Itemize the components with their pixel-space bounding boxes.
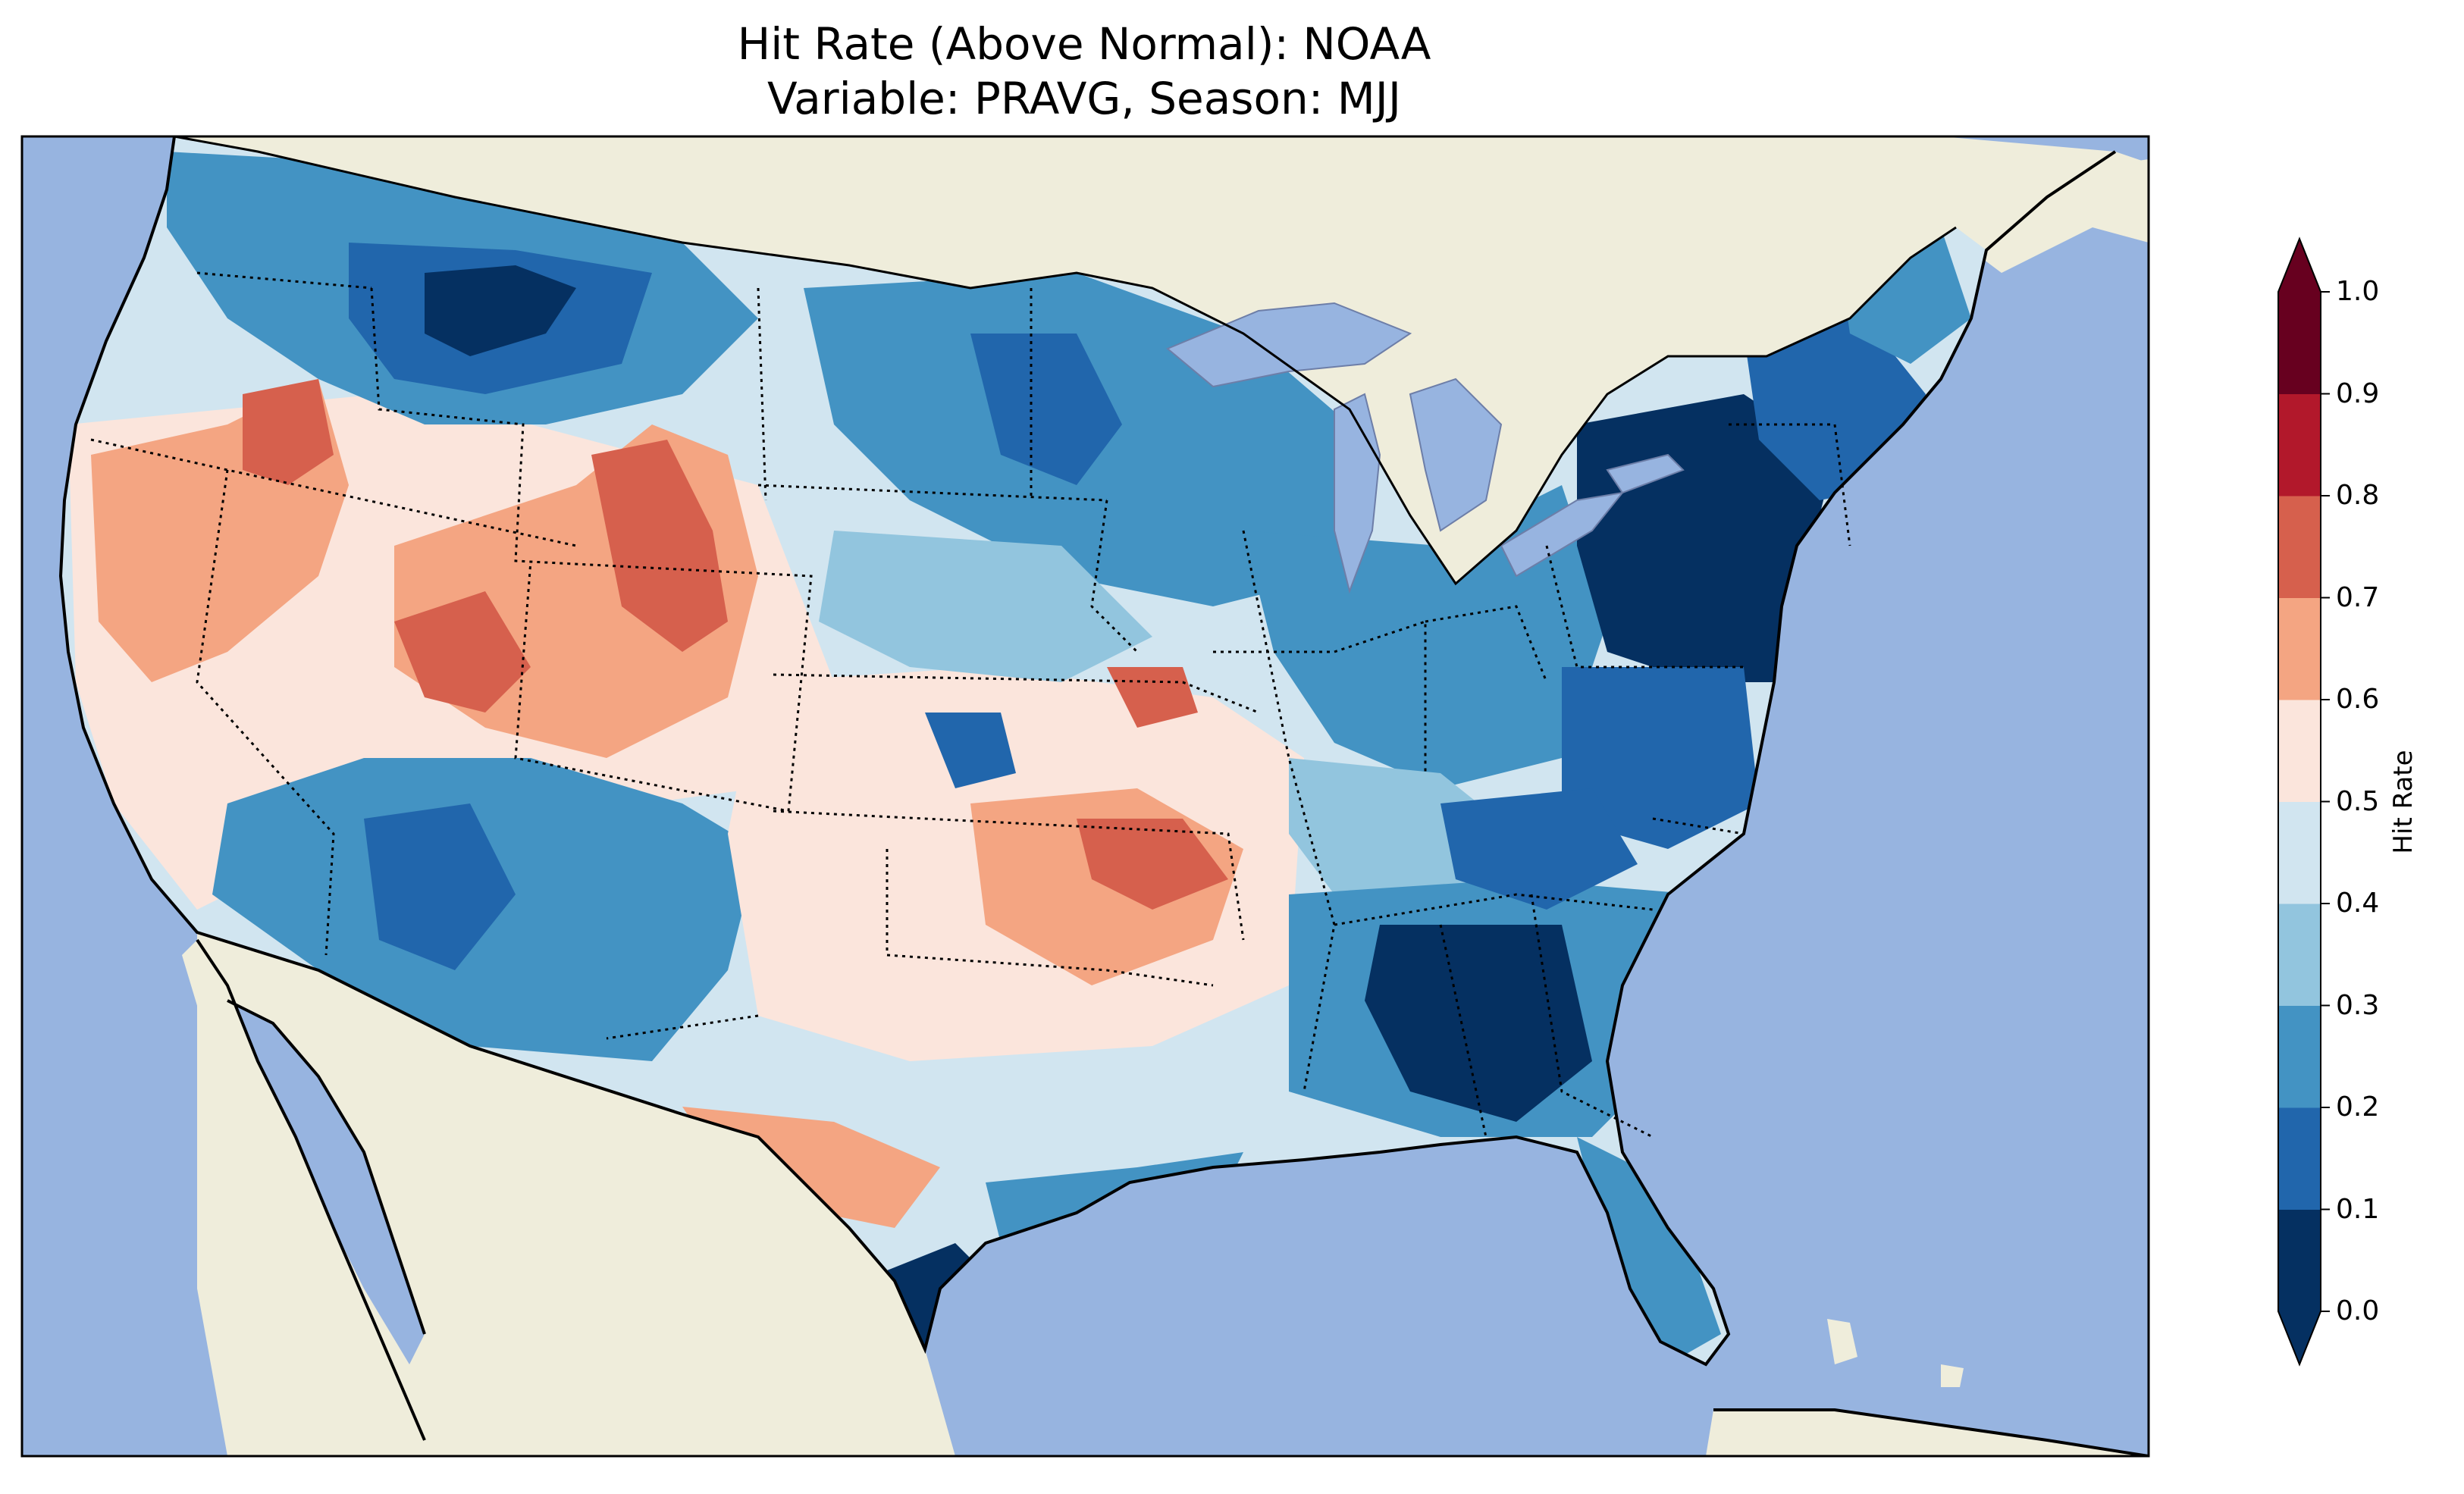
colorbar-extend-min <box>2278 1311 2321 1364</box>
colorbar-bin-0.1-0.2 <box>2278 1107 2321 1210</box>
colorbar-bin-0.5-0.6 <box>2278 700 2321 802</box>
baja-peninsula <box>182 940 425 1456</box>
colorbar-tick-label: 1.0 <box>2336 276 2380 307</box>
colorbar-extend-max <box>2278 239 2321 292</box>
colorbar-bin-0.2-0.3 <box>2278 1005 2321 1108</box>
region-montana-cold <box>425 265 576 356</box>
colorbar-bin-0.3-0.4 <box>2278 904 2321 1006</box>
colorbar-bin-0.7-0.8 <box>2278 496 2321 598</box>
lake-erie <box>1500 491 1625 578</box>
region-georgia-cold <box>1365 925 1592 1122</box>
colorbar-tick-label: 0.2 <box>2336 1092 2380 1123</box>
colorbar-label: Hit Rate <box>2388 749 2419 854</box>
great-lakes <box>1166 302 1685 594</box>
region-florida-cool <box>1577 1137 1721 1364</box>
cuba-island <box>1706 1410 2149 1456</box>
region-nebraska-cool <box>819 531 1152 682</box>
colorbar-tick-label: 0.7 <box>2336 581 2380 613</box>
region-utah-hot <box>591 440 728 652</box>
colorbar-tick-label: 0.6 <box>2336 684 2380 715</box>
colorbar-bin-0.8-0.9 <box>2278 393 2321 496</box>
lake-huron <box>1409 377 1503 532</box>
colorbar-bin-0.0-0.1 <box>2278 1209 2321 1312</box>
colorbar-bin-0.6-0.7 <box>2278 597 2321 700</box>
cuba-coastline <box>1713 1408 2149 1456</box>
chart-subtitle: Variable: PRAVG, Season: MJJ <box>767 73 1401 124</box>
lake-superior <box>1166 302 1412 388</box>
chart-title: Hit Rate (Above Normal): NOAA <box>737 18 1431 70</box>
map-frame <box>20 135 2150 1458</box>
colorbar-bin-0.4-0.5 <box>2278 801 2321 904</box>
bahamas-islands <box>1827 1319 1964 1387</box>
hitrate-heatmap <box>68 152 1971 1364</box>
region-virginia-cool <box>1562 667 1759 849</box>
lake-ontario <box>1606 453 1685 494</box>
region-great-basin-hot <box>394 591 531 713</box>
colorbar-tick-label: 0.9 <box>2336 377 2380 409</box>
colorbar-tick-label: 0.5 <box>2336 785 2380 817</box>
region-kansas-cold <box>925 713 1016 788</box>
canada-landmass <box>174 136 2149 584</box>
us-canada-border <box>174 136 1957 586</box>
region-oklahoma-hot <box>1077 819 1228 910</box>
colorbar-bin-0.9-1.0 <box>2278 292 2321 394</box>
region-minnesota-cold <box>970 334 1122 485</box>
gulf-of-california <box>227 1001 425 1364</box>
colorbar <box>2277 236 2330 1367</box>
colorbar-tick-label: 0.0 <box>2336 1295 2380 1326</box>
colorbar-tick-label: 0.1 <box>2336 1193 2380 1225</box>
state-borders <box>90 271 1851 1139</box>
colorbar-tick-label: 0.4 <box>2336 888 2380 919</box>
colorbar-tick-label: 0.8 <box>2336 480 2380 511</box>
colorbar-tick-label: 0.3 <box>2336 989 2380 1021</box>
usa-coastline <box>58 136 2117 1367</box>
region-arizona-cold <box>364 803 516 970</box>
region-idaho-hot <box>243 379 334 485</box>
mexico-coastline <box>196 938 426 1441</box>
region-carolina-cold <box>1440 788 1638 910</box>
